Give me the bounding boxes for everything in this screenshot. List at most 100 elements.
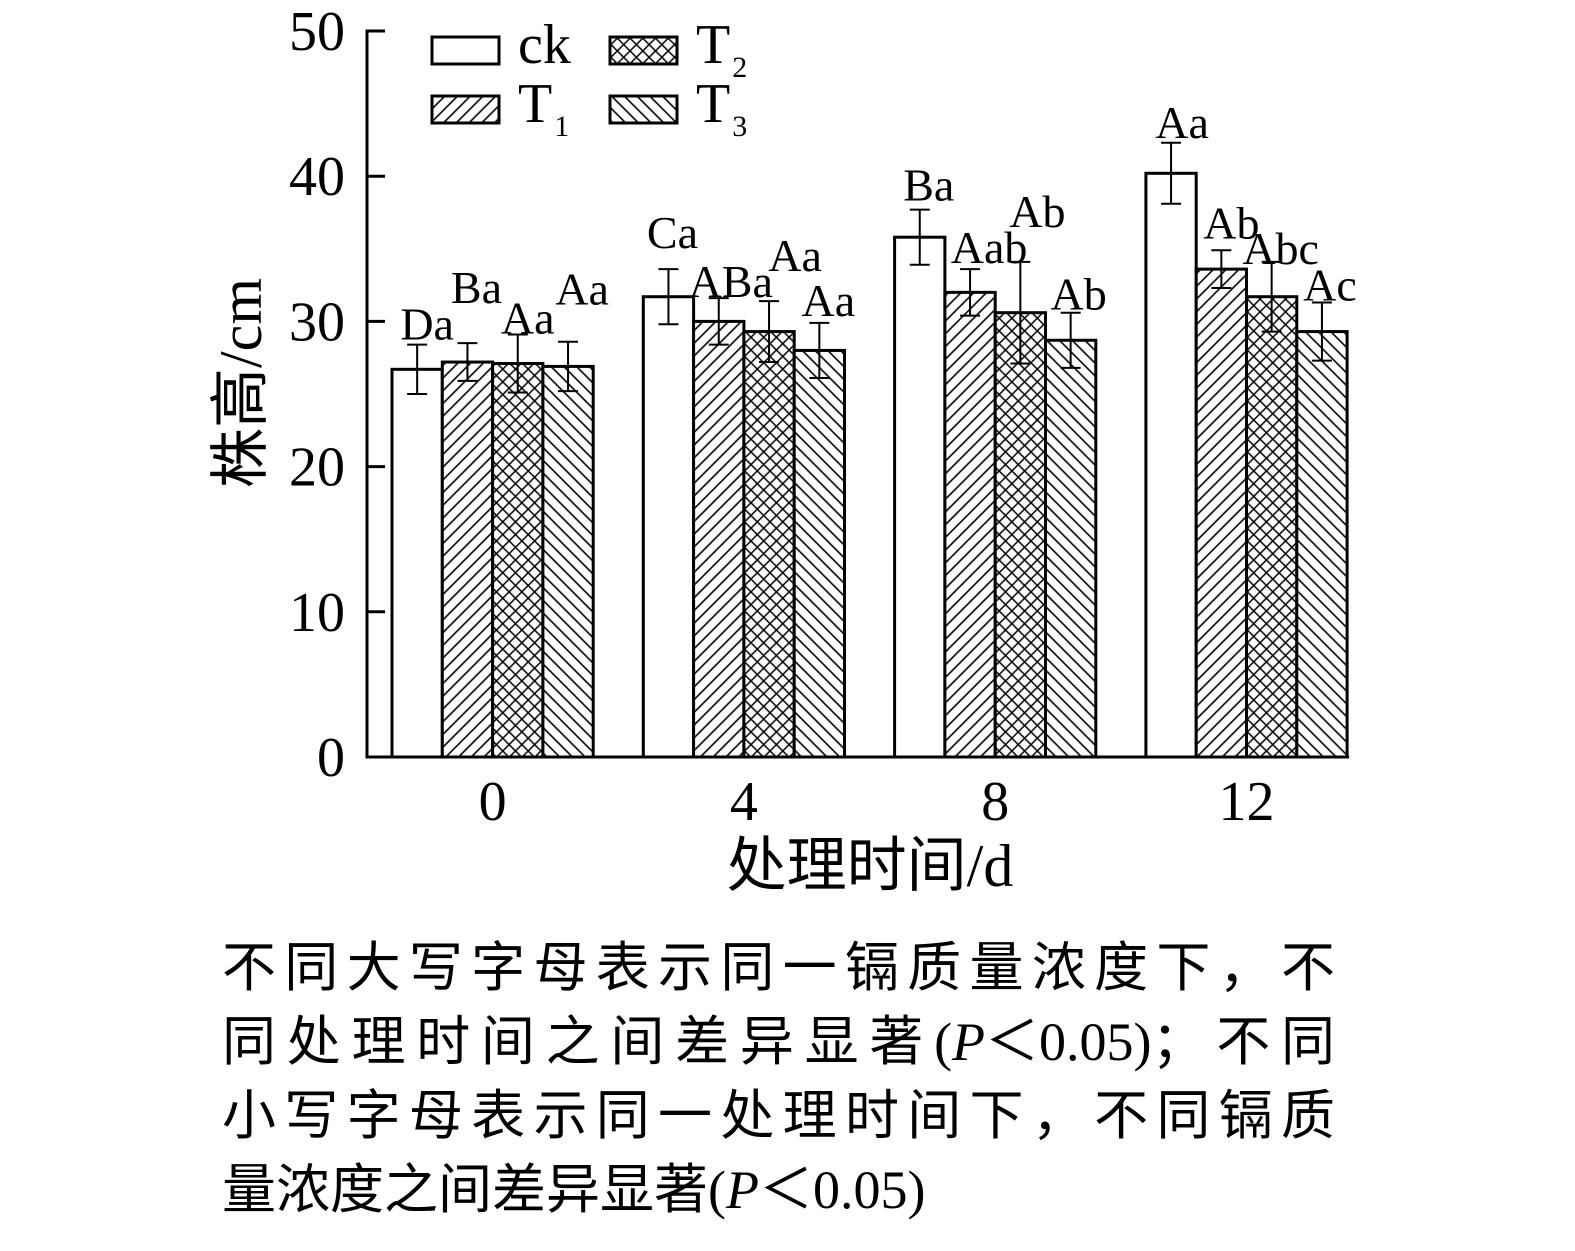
- bar-ck-day-0: [390, 367, 444, 759]
- legend-label-main: T: [518, 73, 552, 135]
- significance-label: Aa: [802, 275, 856, 326]
- bar-t2-day-4: [742, 330, 796, 759]
- caption-text: 小写字母表示同一处理时间下，不同镉质: [222, 1086, 1335, 1146]
- significance-label: Aa: [555, 264, 609, 315]
- legend-swatch: [430, 94, 501, 125]
- significance-label: Aa: [501, 292, 555, 343]
- error-bar: [809, 321, 830, 380]
- x-tick-label: 12: [1219, 771, 1275, 833]
- bars: [390, 171, 1349, 759]
- bar-t1-day-12: [1194, 267, 1248, 759]
- significance-label: ABa: [689, 256, 773, 307]
- significance-label: Aab: [951, 222, 1028, 273]
- bar-t2-day-8: [993, 311, 1048, 759]
- bar-t1-day-4: [692, 319, 746, 759]
- bar-t1-day-8: [943, 290, 997, 759]
- error-bars: [407, 141, 1332, 395]
- caption-text: 量浓度之间差异显著(: [222, 1160, 726, 1220]
- legend-label-subscript: 1: [554, 110, 569, 143]
- error-bar: [1060, 311, 1081, 369]
- significance-label: Abc: [1242, 223, 1319, 274]
- x-tick-label: 0: [479, 771, 507, 833]
- bar-ck-day-12: [1144, 171, 1198, 759]
- x-axis: 0 4 8 12 处理时间/d: [367, 755, 1350, 899]
- error-bar: [909, 208, 930, 266]
- legend-label-main: T: [696, 14, 730, 76]
- significance-label: Ac: [1303, 260, 1357, 311]
- caption-italic-p: P: [725, 1160, 759, 1220]
- caption-text: 不同大写字母表示同一镉质量浓度下，不: [222, 938, 1335, 998]
- bar-t3-day-0: [541, 364, 595, 759]
- legend-label-main: ck: [518, 14, 571, 76]
- caption-text: ＜0.05)；不同: [985, 1012, 1335, 1072]
- error-bar: [457, 342, 478, 382]
- bar-t1-day-0: [440, 360, 495, 759]
- error-bar: [407, 343, 428, 395]
- x-axis-title: 处理时间/d: [727, 833, 1014, 899]
- bar-t2-day-0: [491, 362, 545, 759]
- legend-item-t3: T3: [608, 73, 747, 143]
- legend-item-t2: T2: [608, 14, 747, 84]
- error-bar: [507, 333, 528, 394]
- significance-label: Ab: [1009, 186, 1065, 237]
- significance-label: Ba: [903, 160, 954, 211]
- bar-ck-day-8: [893, 235, 947, 759]
- error-bar: [1211, 249, 1232, 290]
- error-bar: [759, 300, 780, 364]
- bar-t3-day-4: [792, 348, 847, 759]
- legend-item-ck: ck: [430, 14, 571, 76]
- caption-text: ＜0.05): [758, 1160, 926, 1220]
- legend-label: T1: [518, 73, 569, 143]
- significance-label: Aa: [1155, 97, 1209, 148]
- legend-swatch: [430, 35, 501, 66]
- legend-label-main: T: [696, 73, 730, 135]
- y-tick-label: 30: [289, 291, 345, 353]
- significance-label: Da: [400, 299, 454, 350]
- error-bar: [1261, 260, 1282, 333]
- legend-label: T2: [696, 14, 747, 84]
- y-ticks: 0 10 20 30 40 50: [289, 1, 385, 789]
- significance-label: Ab: [1051, 269, 1107, 320]
- y-tick-label: 50: [289, 1, 345, 63]
- y-tick-label: 10: [289, 582, 345, 644]
- caption-line: 量浓度之间差异显著(P＜0.05): [222, 1153, 1335, 1227]
- error-bar: [558, 340, 579, 393]
- bar-t3-day-8: [1044, 338, 1098, 759]
- caption-line: 不同大写字母表示同一镉质量浓度下，不: [222, 931, 1335, 1005]
- y-axis-title: 株高/cm: [208, 278, 274, 488]
- y-tick-label: 20: [289, 437, 345, 499]
- figure-caption: 不同大写字母表示同一镉质量浓度下，不 同处理时间之间差异显著(P＜0.05)；不…: [222, 931, 1335, 1227]
- legend-label: ck: [518, 14, 571, 76]
- caption-line: 同处理时间之间差异显著(P＜0.05)；不同: [222, 1005, 1335, 1079]
- significance-label: Ba: [451, 262, 502, 313]
- error-bar: [1311, 301, 1332, 362]
- caption-text: 同处理时间之间差异显著(: [222, 1012, 953, 1072]
- error-bar: [960, 268, 981, 317]
- legend-label: T3: [696, 73, 747, 143]
- x-ticks: 0 4 8 12: [479, 771, 1275, 833]
- error-bar: [708, 297, 729, 346]
- bar-ck-day-4: [641, 295, 696, 759]
- legend-item-t1: T1: [430, 73, 569, 143]
- y-tick-label: 40: [289, 146, 345, 208]
- x-tick-label: 4: [730, 771, 758, 833]
- error-bar: [1010, 260, 1031, 365]
- legend-label-subscript: 3: [732, 110, 747, 143]
- caption-line: 小写字母表示同一处理时间下，不同镉质: [222, 1079, 1335, 1153]
- significance-label: Ca: [647, 207, 698, 258]
- legend-swatch: [608, 94, 679, 125]
- x-tick-label: 8: [981, 771, 1009, 833]
- error-bar: [658, 268, 679, 326]
- y-axis: 0 10 20 30 40 50 株高/cm: [208, 1, 385, 789]
- bar-t2-day-12: [1245, 295, 1299, 759]
- y-tick-label: 0: [317, 727, 345, 789]
- significance-label: Aa: [768, 230, 822, 281]
- legend-label-subscript: 2: [732, 51, 747, 84]
- legend-swatch: [608, 35, 679, 66]
- bar-t3-day-12: [1295, 330, 1349, 759]
- significance-label: Ab: [1203, 197, 1259, 248]
- caption-italic-p: P: [952, 1012, 986, 1072]
